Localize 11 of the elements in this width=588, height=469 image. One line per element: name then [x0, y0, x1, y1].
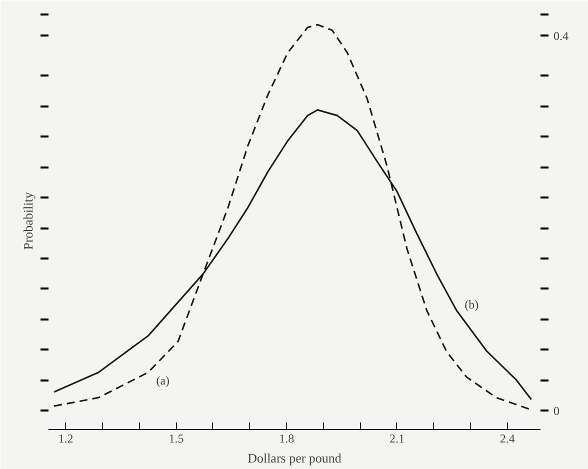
series-label: (b)	[464, 297, 479, 312]
x-tick-label: 2.1	[389, 432, 404, 446]
x-tick-label: 1.2	[58, 432, 74, 446]
series-label: (a)	[156, 373, 170, 388]
y-axis-title: Probability	[20, 192, 36, 250]
x-axis-title: Dollars per pound	[248, 450, 342, 466]
y-tick-label: 0	[554, 404, 560, 418]
x-tick-label: 2.4	[500, 432, 515, 446]
x-tick-label: 1.5	[168, 432, 184, 446]
x-tick-label: 1.8	[279, 432, 294, 446]
y-tick-label: 0.4	[554, 28, 568, 43]
